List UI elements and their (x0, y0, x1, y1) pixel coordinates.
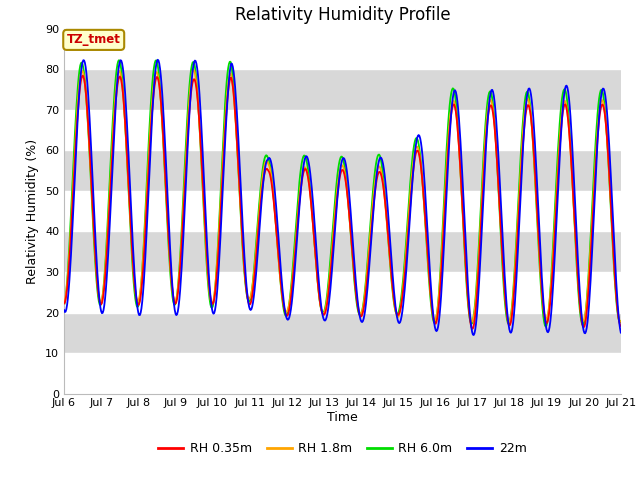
Bar (64, 353, 621, 394)
Bar (64, 312, 621, 353)
Legend: RH 0.35m, RH 1.8m, RH 6.0m, 22m: RH 0.35m, RH 1.8m, RH 6.0m, 22m (153, 437, 532, 460)
Bar (64, 272, 621, 312)
Bar (64, 29, 621, 69)
Bar (64, 191, 621, 231)
Bar (64, 150, 621, 191)
X-axis label: Time: Time (327, 411, 358, 424)
Bar (64, 110, 621, 150)
Title: Relativity Humidity Profile: Relativity Humidity Profile (235, 6, 450, 24)
Bar (64, 231, 621, 272)
Y-axis label: Relativity Humidity (%): Relativity Humidity (%) (26, 139, 40, 284)
Text: TZ_tmet: TZ_tmet (67, 34, 121, 47)
Bar (64, 69, 621, 110)
